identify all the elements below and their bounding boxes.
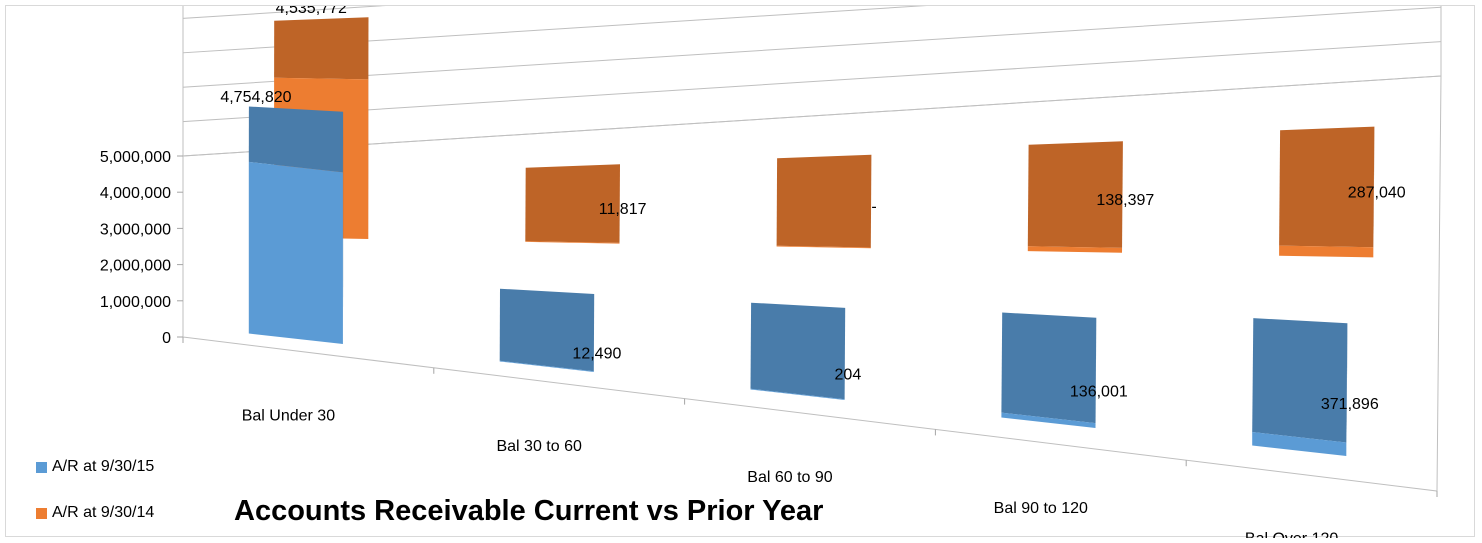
data-label-s2-2: - [871,199,876,216]
data-label-s2-0: 4,535,772 [276,6,347,17]
bar-top-s1-3 [1001,312,1097,424]
bar-front-s2-4 [1279,245,1374,258]
data-label-s1-3: 136,001 [1070,383,1128,400]
data-label-s2-3: 138,397 [1096,192,1154,209]
bar-s1-3 [1001,312,1097,428]
data-label-s2-4: 287,040 [1348,184,1406,201]
legend-item-series-2: A/R at 9/30/14 [36,504,154,522]
bar-side-s1-3 [1095,317,1097,428]
bar-s1-0 [248,106,344,344]
gridline-5 [182,6,184,156]
y-tick-label-1: 1,000,000 [100,294,171,311]
bar-front-s2-1 [525,241,620,244]
bar-top-s1-0 [248,106,344,173]
bars [248,17,1375,456]
x-category-label-0: Bal Under 30 [242,407,335,424]
y-tick-label-2: 2,000,000 [100,258,171,275]
legend-label-series-2: A/R at 9/30/14 [52,504,155,521]
bar-s2-1 [525,164,620,244]
bar-side-s2-2 [870,154,872,249]
bar-top-s1-2 [750,302,846,400]
bar-front-s1-1 [499,360,594,372]
legend-swatch-series-2 [36,507,47,519]
x-axis: Bal Under 30 Bal 30 to 60 Bal 60 to 90 Bal … [182,337,1438,538]
bar-front-s1-2 [750,388,845,400]
chart-title: Accounts Receivable Current vs Prior Yea… [234,495,824,527]
bar-s1-2 [750,302,846,400]
bar-side-s1-4 [1346,323,1348,456]
bar-front-s2-2 [776,245,871,249]
legend-label-series-1: A/R at 9/30/15 [52,458,155,475]
bar-side-s2-4 [1373,126,1375,258]
legend-item-series-1: A/R at 9/30/15 [36,458,154,476]
bar-front-s2-3 [1027,246,1122,253]
x-category-label-4: Bal Over 120 [1245,531,1338,538]
bar-top-s1-4 [1252,318,1348,443]
bar-s2-2 [776,154,872,249]
bar-top-s2-2 [776,154,872,248]
data-label-s1-4: 371,896 [1321,396,1379,413]
y-tick-label-5: 5,000,000 [100,149,171,166]
bar-side-s2-3 [1122,141,1123,253]
legend-swatch-series-1 [36,461,47,473]
y-axis: 0 1,000,000 2,000,000 3,000,000 4,000,000 5,0… [100,149,183,347]
data-label-s1-0: 4,754,820 [220,89,291,106]
bar-s1-1 [499,288,595,372]
bar-side-s2-1 [619,164,620,244]
data-labels: 4,535,772 11,817 - 138,397 287,040 4,754,820 1… [220,6,1405,413]
bar-front-s1-0 [248,161,343,344]
y-tick-label-3: 3,000,000 [100,221,171,238]
bar-top-s2-1 [525,164,620,243]
chart-frame: 0 1,000,000 2,000,000 3,000,000 4,000,000 5,0… [5,5,1475,538]
data-label-s1-2: 204 [835,367,862,384]
x-category-label-1: Bal 30 to 60 [496,438,582,455]
bar-front-s1-3 [1001,412,1096,428]
bar-s2-4 [1279,126,1375,258]
bar-top-s2-0 [274,17,369,80]
y-tick-label-0: 0 [162,330,171,347]
bar-side-s1-2 [844,307,846,400]
bar-top-s2-3 [1027,141,1123,248]
bar-s2-3 [1027,141,1123,253]
bar-top-s1-1 [499,288,595,372]
data-label-s1-1: 12,490 [572,346,621,363]
x-category-label-3: Bal 90 to 120 [994,500,1088,517]
data-label-s2-1: 11,817 [599,201,647,218]
chart-walls [182,6,1442,492]
bar-top-s2-4 [1279,126,1375,248]
bar-s1-4 [1252,318,1348,456]
x-category-label-2: Bal 60 to 90 [747,469,833,486]
y-tick-label-4: 4,000,000 [100,185,171,202]
bar-front-s1-4 [1252,432,1347,456]
chart-area: 0 1,000,000 2,000,000 3,000,000 4,000,000 5,0… [100,6,1442,538]
